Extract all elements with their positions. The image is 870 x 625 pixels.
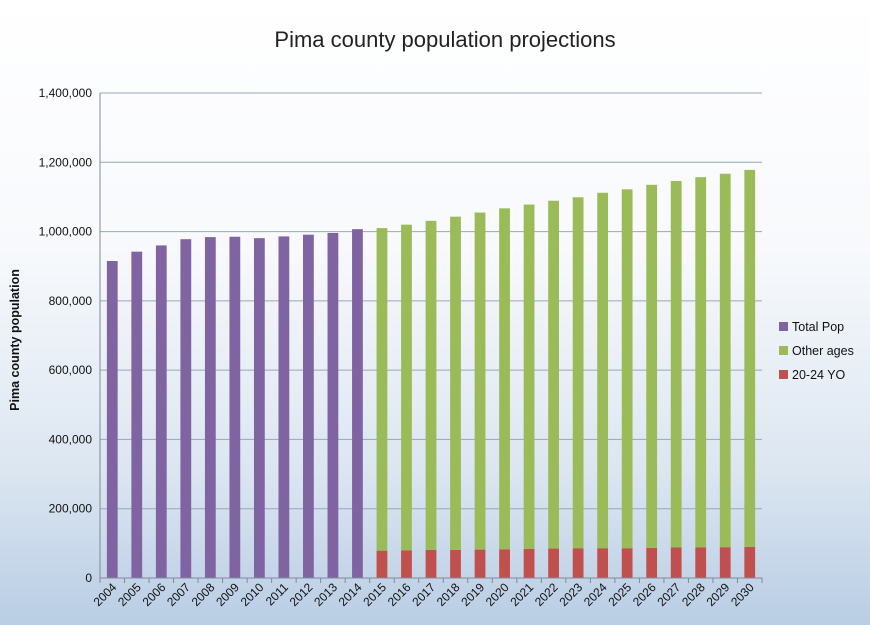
- x-tick-label: 2022: [532, 580, 561, 609]
- y-axis-label: Pima county population: [8, 269, 22, 411]
- x-tick-label: 2025: [605, 580, 634, 609]
- bar-other-ages-2023: [572, 197, 584, 549]
- bar-20-24-yo-2029: [719, 547, 731, 578]
- bar-other-ages-2016: [401, 224, 412, 551]
- bar-20-24-yo-2022: [548, 548, 559, 578]
- bar-total-pop-2010: [253, 238, 265, 578]
- bar-other-ages-2015: [376, 228, 388, 551]
- y-tick-label: 800,000: [49, 294, 93, 308]
- bar-20-24-yo-2016: [401, 550, 412, 578]
- x-tick-label: 2011: [263, 580, 291, 608]
- legend-swatch: [779, 322, 788, 331]
- legend: Total Pop Other ages 20-24 YO: [779, 320, 854, 382]
- x-tick-label: 2004: [91, 580, 120, 609]
- bar-other-ages-2020: [499, 208, 510, 550]
- chart-title: Pima county population projections: [274, 27, 615, 52]
- bar-20-24-yo-2025: [621, 548, 633, 578]
- bar-other-ages-2022: [548, 200, 559, 549]
- bar-20-24-yo-2027: [670, 547, 682, 578]
- bar-total-pop-2006: [155, 245, 167, 578]
- x-tick-label: 2008: [189, 580, 218, 609]
- x-tick-label: 2015: [360, 580, 389, 609]
- x-tick-label: 2006: [140, 580, 169, 609]
- x-tick-label: 2018: [434, 580, 463, 609]
- bars: [106, 169, 756, 579]
- bar-20-24-yo-2018: [450, 549, 461, 578]
- bar-total-pop-2011: [278, 236, 290, 579]
- x-tick-label: 2020: [483, 580, 512, 609]
- x-tick-label: 2029: [704, 580, 733, 609]
- bar-other-ages-2018: [450, 216, 461, 550]
- bar-total-pop-2007: [180, 239, 192, 578]
- legend-label: Total Pop: [792, 320, 844, 334]
- x-tick-label: 2017: [409, 580, 438, 609]
- bar-20-24-yo-2019: [474, 549, 486, 578]
- x-tick-label: 2010: [238, 580, 267, 609]
- x-tick-label: 2019: [458, 580, 487, 609]
- bar-other-ages-2030: [744, 169, 756, 547]
- bar-total-pop-2012: [303, 234, 314, 578]
- x-tick-label: 2026: [630, 580, 659, 609]
- bar-total-pop-2005: [131, 251, 143, 578]
- x-tick-label: 2027: [655, 580, 684, 609]
- y-tick-label: 1,400,000: [39, 86, 93, 100]
- bar-20-24-yo-2023: [572, 548, 584, 578]
- x-tick-label: 2024: [581, 580, 610, 609]
- legend-swatch: [779, 370, 788, 379]
- bar-total-pop-2014: [352, 229, 363, 578]
- bar-other-ages-2017: [425, 220, 437, 550]
- bar-total-pop-2008: [204, 237, 216, 579]
- x-tick-label: 2030: [728, 580, 757, 609]
- bar-total-pop-2004: [106, 261, 118, 578]
- y-tick-label: 0: [85, 571, 92, 585]
- bar-20-24-yo-2021: [523, 548, 535, 578]
- bar-20-24-yo-2017: [425, 549, 437, 578]
- bar-20-24-yo-2026: [646, 547, 658, 578]
- x-tick-label: 2021: [507, 580, 536, 609]
- y-tick-label: 600,000: [49, 363, 93, 377]
- bar-other-ages-2021: [523, 204, 535, 549]
- bar-other-ages-2027: [670, 180, 682, 548]
- y-tick-label: 1,000,000: [39, 225, 93, 239]
- y-tick-label: 1,200,000: [39, 155, 93, 169]
- x-tick-label: 2005: [115, 580, 144, 609]
- bar-other-ages-2029: [719, 173, 731, 548]
- x-tick-label: 2028: [679, 580, 708, 609]
- bar-20-24-yo-2020: [499, 549, 510, 578]
- legend-label: Other ages: [792, 344, 854, 358]
- legend-label: 20-24 YO: [792, 368, 846, 382]
- bar-20-24-yo-2024: [597, 548, 609, 578]
- bar-total-pop-2013: [327, 232, 339, 578]
- bar-20-24-yo-2030: [744, 546, 756, 578]
- bar-20-24-yo-2015: [376, 550, 388, 578]
- bar-other-ages-2028: [695, 177, 707, 548]
- bar-other-ages-2024: [597, 192, 609, 549]
- x-tick-label: 2016: [385, 580, 414, 609]
- bar-other-ages-2019: [474, 212, 486, 550]
- bar-20-24-yo-2028: [695, 547, 707, 578]
- x-tick-label: 2007: [164, 580, 193, 609]
- x-tick-label: 2014: [336, 580, 365, 609]
- x-tick-label: 2012: [287, 580, 316, 609]
- y-tick-label: 200,000: [49, 502, 93, 516]
- bar-other-ages-2026: [646, 184, 658, 548]
- x-tick-label: 2013: [311, 580, 340, 609]
- y-tick-label: 400,000: [49, 432, 93, 446]
- x-tick-label: 2023: [556, 580, 585, 609]
- bar-other-ages-2025: [621, 189, 633, 549]
- legend-swatch: [779, 346, 788, 355]
- x-tick-label: 2009: [213, 580, 242, 609]
- bar-total-pop-2009: [229, 236, 241, 578]
